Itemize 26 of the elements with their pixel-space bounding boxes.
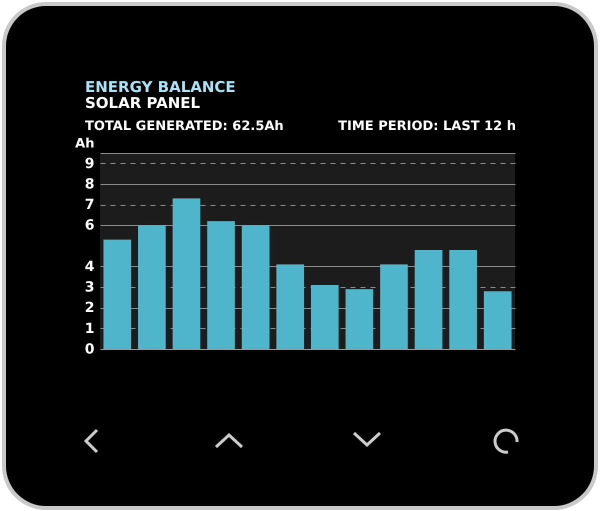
y-tick-label: 8 bbox=[84, 176, 94, 192]
bar bbox=[346, 289, 374, 349]
y-tick-label: 3 bbox=[84, 280, 94, 296]
bar bbox=[138, 225, 166, 349]
y-tick-label: 9 bbox=[84, 156, 94, 172]
chart-subtitle: SOLAR PANEL bbox=[85, 94, 200, 112]
bar bbox=[172, 198, 200, 349]
bar bbox=[242, 225, 270, 349]
bar bbox=[449, 250, 477, 349]
text: TIME PERIOD: LAST 12 h bbox=[338, 119, 516, 134]
y-tick-label: 2 bbox=[84, 300, 94, 316]
bar bbox=[484, 291, 512, 349]
bar bbox=[380, 264, 408, 349]
y-axis-title: Ah bbox=[75, 136, 94, 152]
y-tick-label: 0 bbox=[84, 342, 95, 358]
y-tick-label: 7 bbox=[84, 197, 94, 214]
bar bbox=[207, 221, 235, 349]
y-tick-label: 1 bbox=[84, 320, 94, 337]
text: TOTAL GENERATED: 62.5Ah bbox=[85, 119, 284, 134]
bar bbox=[276, 264, 304, 349]
bar bbox=[103, 240, 132, 349]
bar bbox=[414, 250, 442, 349]
bar bbox=[310, 285, 339, 349]
chart-title: ENERGY BALANCE bbox=[85, 78, 236, 96]
y-tick-label: 6 bbox=[84, 218, 94, 234]
y-tick-label: 4 bbox=[84, 258, 95, 275]
